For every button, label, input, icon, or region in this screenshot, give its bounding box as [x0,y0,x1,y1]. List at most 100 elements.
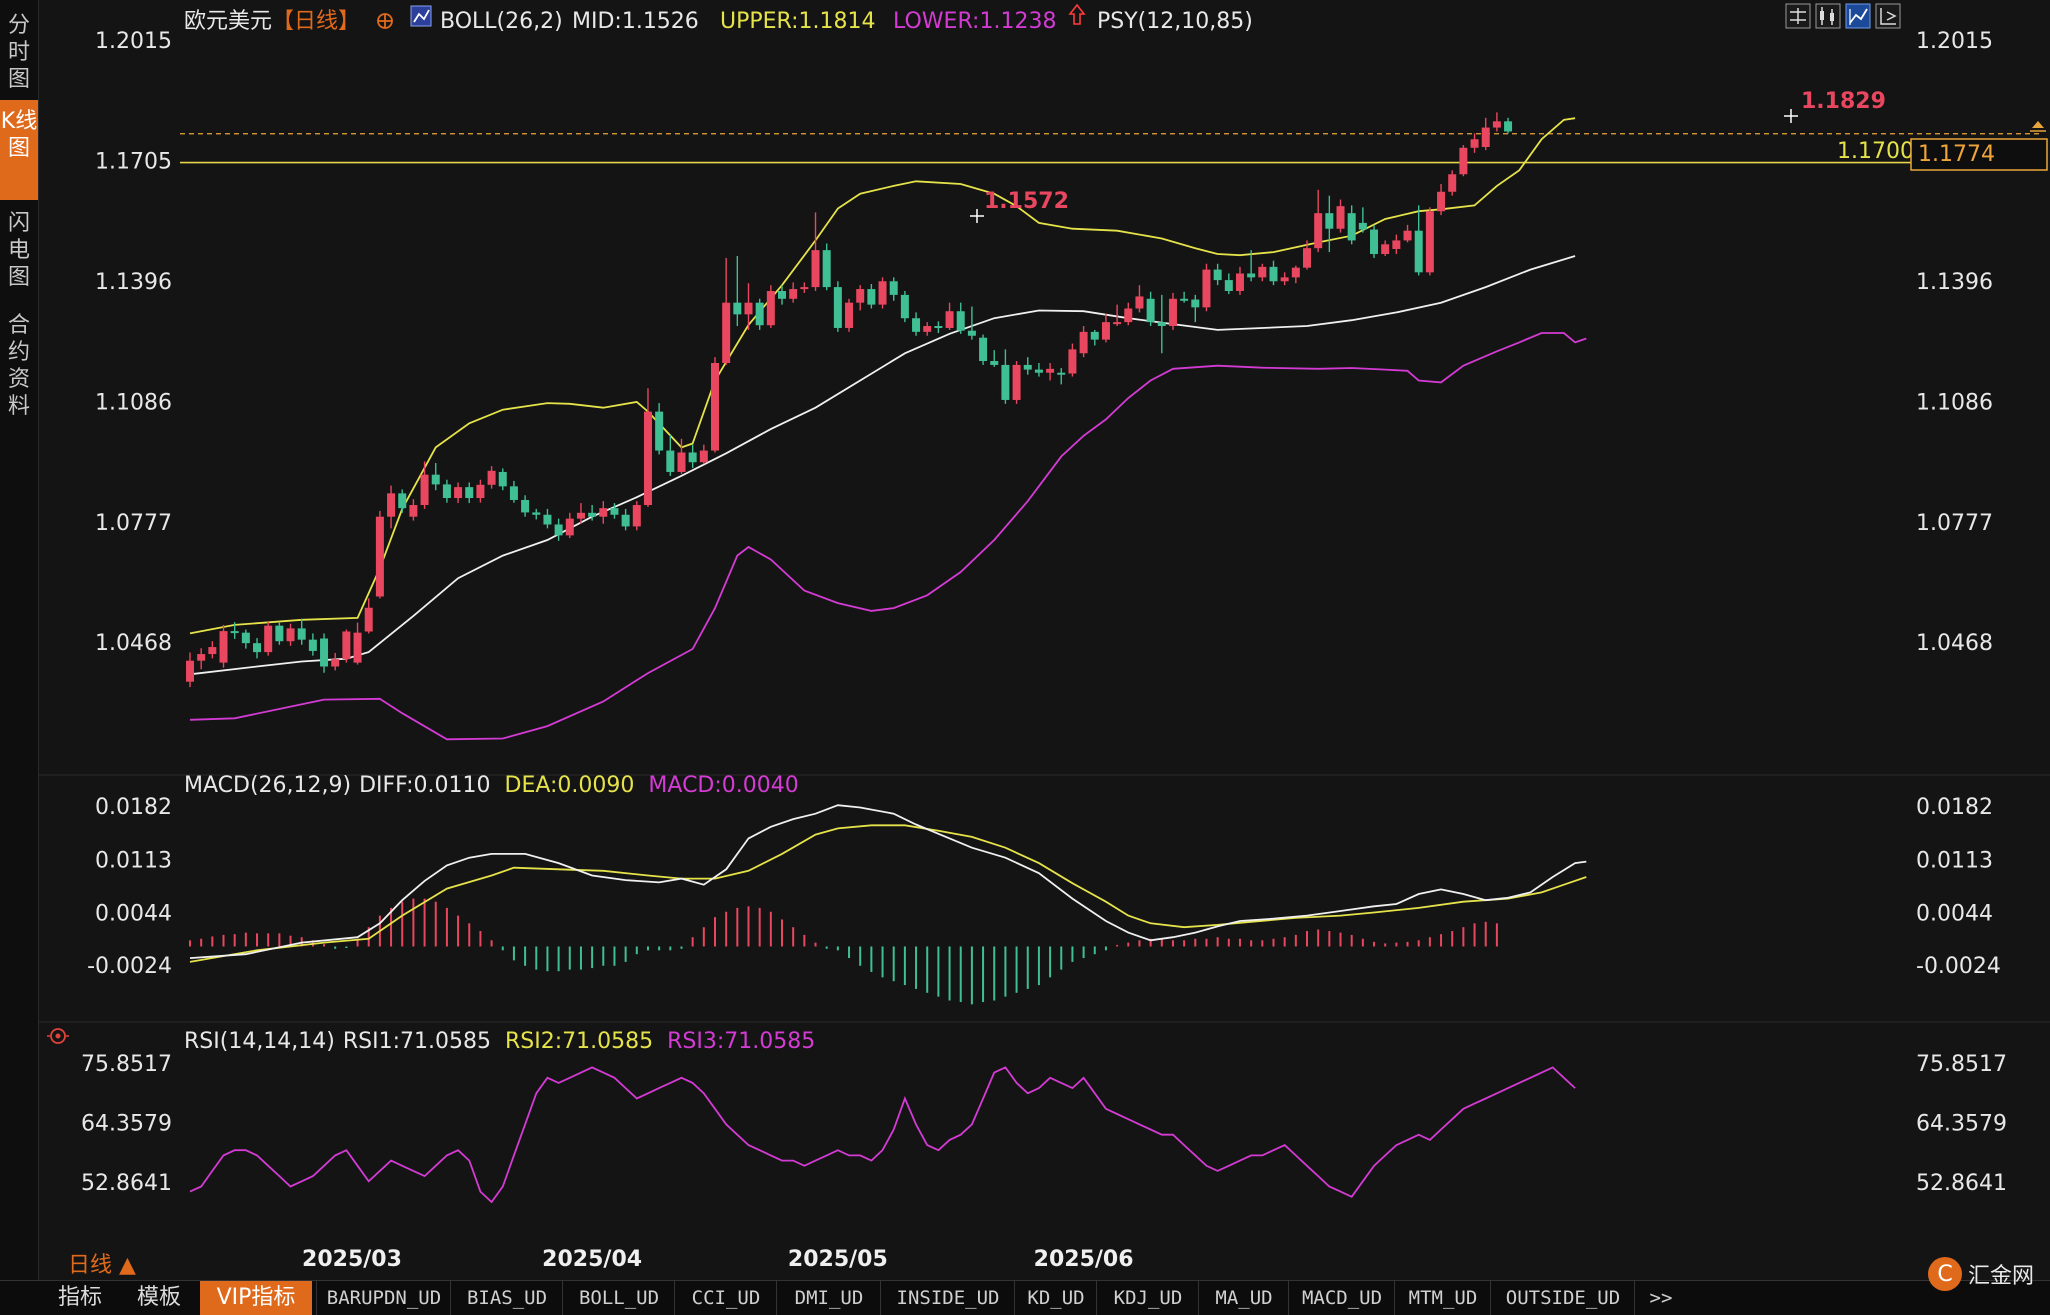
candle-body [766,290,775,326]
tab-label: 分时图 [7,13,30,92]
indicator-item[interactable]: MA_UD [1198,1281,1289,1315]
candle [1001,349,1010,404]
logo-text: 汇金网 [1968,1264,2035,1289]
grid-layout-icon[interactable] [1785,3,1811,29]
candle-body [1113,322,1122,325]
rsi-label: RSI(14,14,14) [184,1029,335,1054]
indicator-item[interactable]: MACD_UD [1288,1281,1395,1315]
candle-body [710,362,719,451]
candle-body [934,326,943,329]
tab-time-chart[interactable]: 分时图 [0,6,38,96]
tab-label: K线图 [0,109,38,161]
candle-body [420,474,429,506]
candle [789,282,798,303]
candle [889,277,898,301]
high-marker [1784,109,1798,123]
candle-body [811,250,820,288]
boll-mid-value: MID:1.1526 [572,9,699,34]
candle [900,290,909,323]
indicators-button[interactable]: 指标 [57,1285,102,1310]
candle-body [476,484,485,499]
candle [856,285,865,311]
candle [375,510,384,599]
candle [186,652,194,688]
vip-indicators-button[interactable]: VIP指标 [200,1281,312,1315]
candle-body [912,318,921,332]
boll-indicator-icon[interactable] [410,5,432,27]
indicator-item[interactable]: MTM_UD [1394,1281,1491,1315]
tab-contract-info[interactable]: 合约资料 [0,306,38,428]
candle [733,255,742,327]
x-tick-label: 2025/05 [788,1247,888,1272]
candle [1191,294,1200,323]
candle [990,350,999,367]
candle-body [1314,213,1323,249]
candle [387,485,396,529]
candle [1068,343,1077,377]
candle [1101,313,1110,343]
indicator-item[interactable]: INSIDE_UD [880,1281,1015,1315]
candle [1090,329,1099,346]
candle [778,285,787,305]
candle [1113,304,1122,327]
tab-flash-chart[interactable]: 闪电图 [0,204,38,298]
rsi-y-tick-right: 64.3579 [1916,1112,2007,1137]
macd-y-tick-right: 0.0044 [1916,902,1993,927]
candle-body [320,638,329,667]
candle-body [778,290,787,299]
period-selector[interactable]: 日线 ▲ [68,1253,136,1278]
expand-icon[interactable] [1875,3,1901,29]
candle [420,461,429,509]
candlestick-series [186,112,1513,688]
candle-body [610,508,619,515]
boll-upper-line [189,117,1576,635]
candle-body [900,294,909,319]
macd-y-tick-left: 0.0182 [95,795,172,820]
rsi-settings-icon[interactable] [47,1028,69,1044]
candle [1269,260,1278,286]
candle-body [431,474,440,485]
rsi-y-tick-right: 52.8641 [1916,1171,2007,1196]
candle-body [990,361,999,365]
candle-body [241,632,250,644]
templates-button[interactable]: 模板 [136,1285,181,1310]
candle [275,621,284,645]
candle [800,282,809,293]
rsi1-value: RSI1:71.0585 [343,1029,491,1054]
candle-body [1023,364,1032,370]
candle [1492,112,1501,132]
candle [599,501,608,524]
candle-body [643,411,652,506]
candle [364,598,373,634]
psy-label: PSY(12,10,85) [1097,9,1253,34]
indicator-item[interactable]: KD_UD [1014,1281,1097,1315]
line-chart-icon[interactable] [1845,3,1871,29]
candle [867,283,876,309]
indicator-item[interactable]: DMI_UD [776,1281,881,1315]
candle-body [588,512,597,517]
candlestick-icon[interactable] [1815,3,1841,29]
candle-body [1325,213,1334,229]
indicator-item[interactable]: >> [1634,1281,1687,1315]
macd-y-tick-right: -0.0024 [1916,954,2001,979]
indicator-item[interactable]: KDJ_UD [1096,1281,1199,1315]
indicator-item[interactable]: BOLL_UD [562,1281,675,1315]
rsi-y-tick-left: 64.3579 [81,1112,172,1137]
sidebar: 分时图 K线图 闪电图 合约资料 [0,0,39,1280]
candle [1146,291,1155,327]
candle-body [1358,222,1367,230]
crosshair-toggle-icon[interactable] [377,13,393,29]
candle [1414,205,1423,276]
rsi-y-axis: 75.8517 75.8517 64.3579 64.3579 52.8641 52.86… [81,1052,2007,1196]
kline-chart[interactable]: 欧元美元【日线】 BOLL(26,2) MID:1.1526 UPPER:1.1… [0,0,2050,1280]
indicator-item[interactable]: CCI_UD [674,1281,777,1315]
candle [621,508,630,531]
indicator-item[interactable]: BARUPDN_UD [316,1281,451,1315]
indicator-item[interactable]: BIAS_UD [450,1281,563,1315]
candle [1358,207,1367,233]
candle-body [632,505,641,527]
rsi-header: RSI(14,14,14) RSI1:71.0585 RSI2:71.0585 RSI… [184,1029,815,1054]
indicator-item[interactable]: OUTSIDE_UD [1490,1281,1635,1315]
tab-kline-chart[interactable]: K线图 [0,100,38,200]
candle-body [1381,244,1390,255]
